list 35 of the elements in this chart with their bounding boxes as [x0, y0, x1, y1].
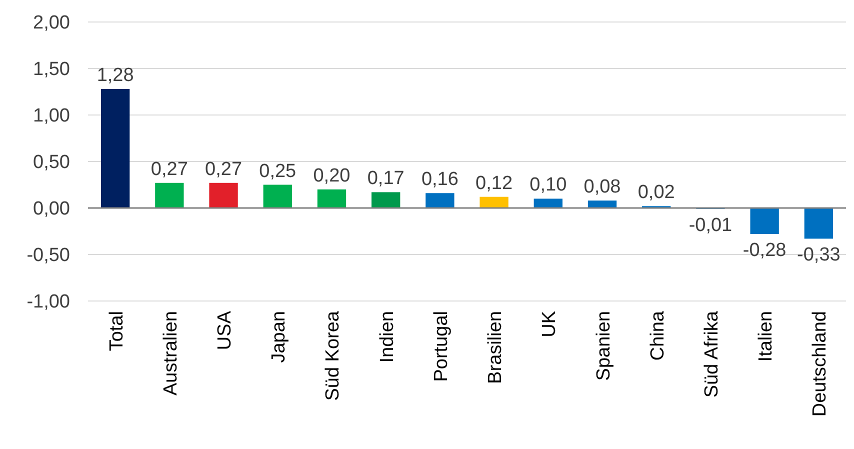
x-tick-label: Süd Afrika	[701, 310, 722, 398]
data-label: 0,17	[367, 168, 404, 190]
y-tick-label: 1,50	[33, 59, 70, 80]
data-label: 1,28	[96, 64, 134, 86]
y-tick-label: 1,00	[33, 106, 70, 127]
x-tick-label: Japan	[268, 311, 290, 363]
data-label: 0,02	[638, 182, 675, 204]
y-tick-label: 0,50	[33, 152, 70, 174]
y-tick-label: -1,00	[26, 292, 70, 313]
x-tick-label: Total	[106, 311, 128, 352]
y-tick-label: -0,50	[26, 245, 70, 266]
x-tick-label: Süd Korea	[322, 310, 344, 401]
x-tick-label: USA	[214, 310, 236, 350]
data-label: -0,28	[742, 240, 786, 262]
x-tick-label: Spanien	[593, 311, 614, 381]
data-label: 0,25	[259, 160, 296, 182]
data-label: 0,20	[313, 165, 350, 186]
x-tick-label: Brasilien	[485, 311, 506, 384]
y-tick-label: 2,00	[33, 12, 70, 34]
data-label: 0,10	[530, 174, 567, 196]
x-tick-label: Portugal	[430, 311, 452, 382]
data-label: 0,08	[584, 176, 621, 198]
x-tick-label: Australien	[160, 311, 182, 396]
x-tick-label: Italien	[756, 311, 777, 362]
data-label: -0,01	[688, 214, 732, 236]
y-tick-label: 0,00	[33, 198, 70, 220]
x-tick-label: UK	[539, 310, 560, 338]
data-label: -0,33	[797, 244, 840, 266]
data-label: 0,16	[421, 169, 458, 190]
data-label: 0,27	[150, 158, 188, 180]
data-label: 0,12	[476, 172, 513, 194]
x-tick-label: Indien	[376, 311, 398, 363]
x-tick-label: Deutschland	[810, 311, 831, 417]
data-label: 0,27	[205, 158, 242, 180]
x-tick-label: China	[647, 310, 668, 361]
